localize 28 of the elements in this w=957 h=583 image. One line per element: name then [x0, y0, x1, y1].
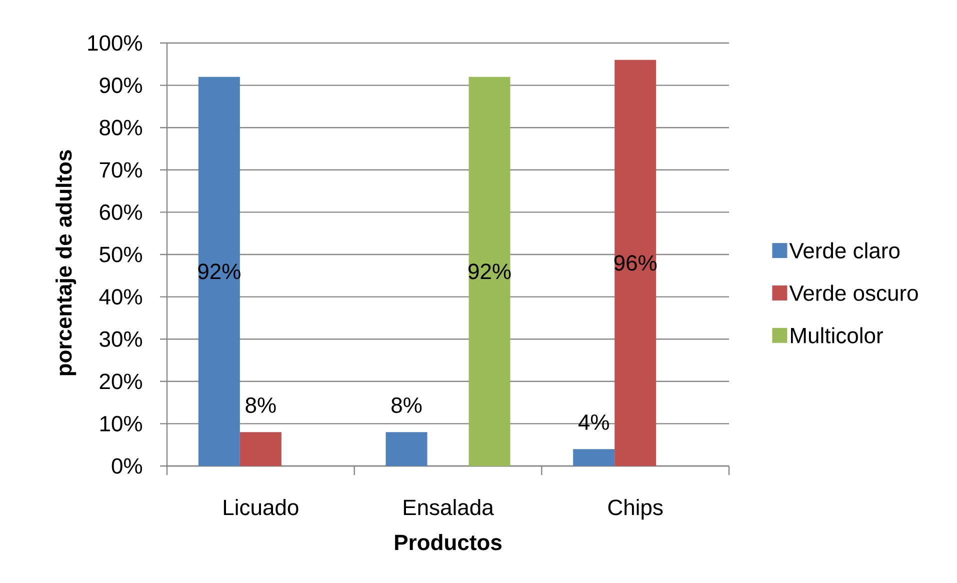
legend-label: Multicolor: [791, 327, 883, 344]
y-axis-title: porcentaje de adultos: [56, 150, 76, 376]
y-tick-label: 90%: [100, 77, 142, 94]
bar: [468, 76, 510, 466]
x-tick-label: Ensalada: [404, 499, 494, 516]
data-label: 4%: [578, 414, 609, 430]
data-label: 8%: [392, 397, 422, 413]
x-tick-label: Licuado: [224, 499, 298, 516]
bar: [573, 449, 615, 466]
legend-label: Verde claro: [789, 242, 900, 258]
bar: [198, 76, 240, 466]
x-tick-label: Chips: [608, 499, 663, 520]
bar: [614, 60, 656, 466]
data-label: 8%: [246, 397, 276, 413]
y-tick-label: 100%: [88, 35, 142, 51]
y-tick-label: 0%: [112, 458, 142, 474]
y-tick-label: 50%: [100, 246, 142, 262]
y-tick-label: 30%: [100, 331, 142, 347]
bar: [386, 432, 428, 466]
legend-label: Verde oscuro: [789, 284, 918, 301]
x-axis-title: Productos: [395, 534, 502, 550]
y-tick-label: 10%: [100, 416, 142, 432]
y-tick-label: 60%: [100, 204, 142, 220]
y-tick-label: 40%: [99, 289, 142, 305]
bar: [240, 432, 282, 466]
y-tick-label: 70%: [100, 162, 142, 178]
y-tick-label: 80%: [100, 120, 142, 136]
y-tick-label: 20%: [100, 374, 142, 390]
